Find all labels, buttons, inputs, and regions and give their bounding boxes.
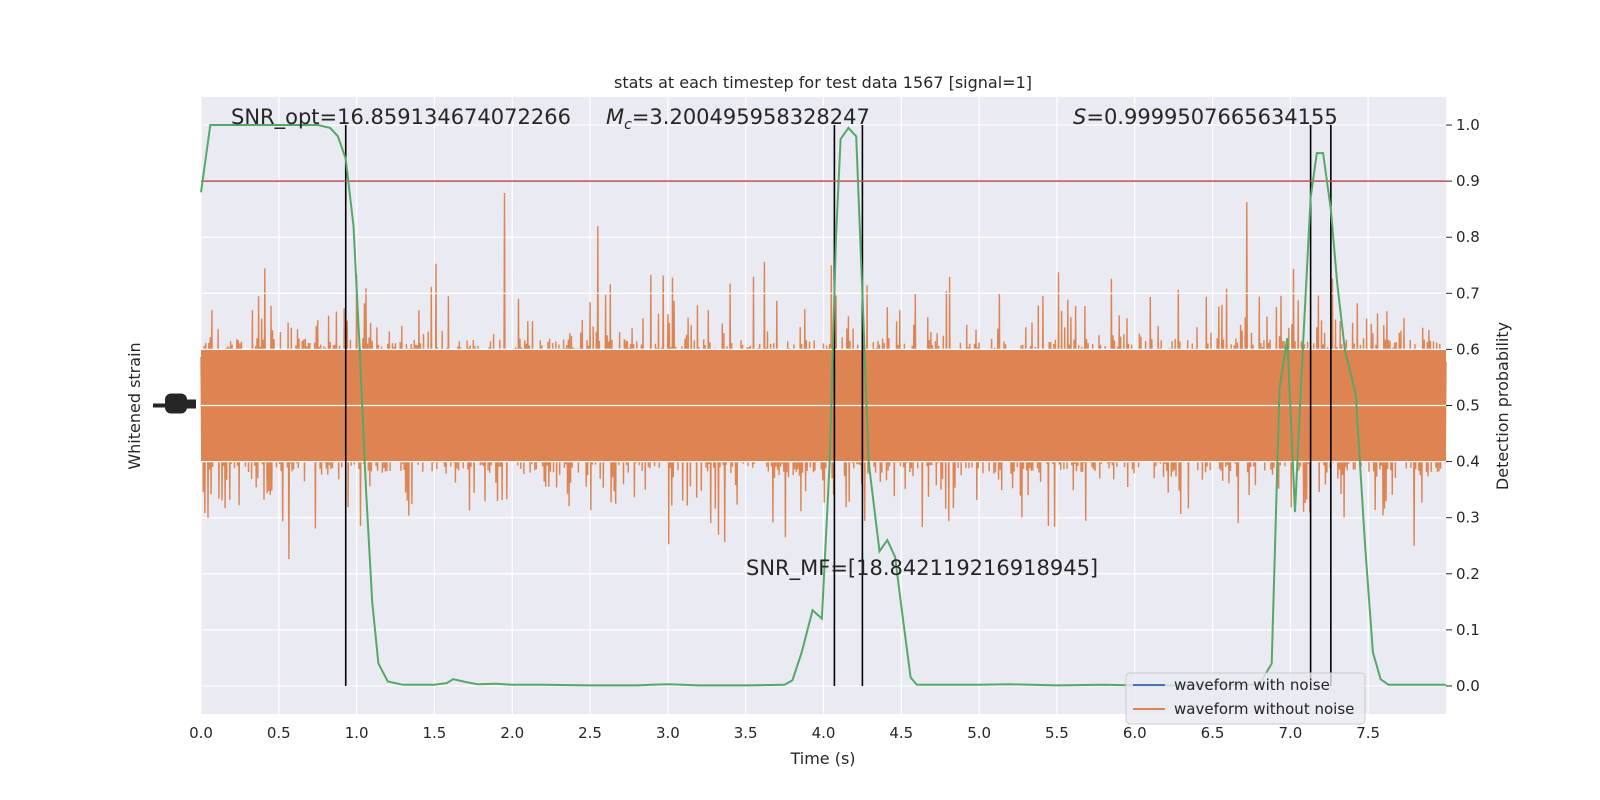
y-right-tick-label: 0.2 — [1456, 565, 1480, 583]
snr-mf-annotation: SNR_MF=[18.842119216918945] — [746, 556, 1098, 581]
x-tick-label: 6.5 — [1201, 724, 1225, 742]
strain-series — [200, 192, 1447, 560]
y-right-tick-label: 0.9 — [1456, 172, 1480, 190]
x-tick-label: 7.5 — [1356, 724, 1380, 742]
chirp-mass-value: =3.200495958328247 — [632, 105, 870, 129]
x-tick-label: 7.0 — [1278, 724, 1302, 742]
legend-label-with-noise: waveform with noise — [1174, 676, 1330, 694]
left-tick-mark — [165, 393, 187, 414]
chirp-mass-subscript: c — [624, 117, 632, 133]
y-right-tick-label: 0.4 — [1456, 453, 1480, 471]
y-right-tick-label: 0.8 — [1456, 228, 1480, 246]
legend: waveform with noise waveform without noi… — [1125, 672, 1366, 725]
x-tick-label: 0.0 — [189, 724, 213, 742]
y-axis-right-label: Detection probability — [1493, 322, 1512, 490]
x-tick-label: 3.0 — [656, 724, 680, 742]
x-tick-labels: 0.0 0.5 1.0 1.5 2.0 2.5 3.0 3.5 4.0 4.5 5.0 5.5 6.0 6… — [189, 724, 1380, 742]
x-tick-label: 1.0 — [345, 724, 369, 742]
x-tick-label: 5.5 — [1045, 724, 1069, 742]
y-right-tick-labels: 0.0 0.1 0.2 0.3 0.4 0.5 0.6 0.7 0.8 0.9 1.0 — [1446, 116, 1480, 695]
y-axis-left-label: Whitened strain — [125, 342, 144, 469]
x-tick-label: 5.0 — [967, 724, 991, 742]
y-right-tick-label: 0.5 — [1456, 397, 1480, 415]
s-annotation: S=0.9999507665634155 — [1073, 105, 1338, 129]
y-right-tick-label: 0.7 — [1456, 284, 1480, 302]
left-tick-mark — [186, 399, 196, 409]
x-tick-label: 2.5 — [578, 724, 602, 742]
legend-box — [1125, 672, 1366, 725]
y-right-tick-label: 0.3 — [1456, 509, 1480, 527]
detection-probability-line — [200, 124, 1446, 687]
snr-opt-annotation: SNR_opt=16.859134674072266 — [231, 105, 571, 130]
s-value: =0.9999507665634155 — [1086, 105, 1337, 129]
x-tick-label: 3.5 — [734, 724, 758, 742]
x-tick-label: 0.5 — [267, 724, 291, 742]
x-tick-label: 6.0 — [1123, 724, 1147, 742]
y-right-tick-label: 1.0 — [1456, 116, 1480, 134]
chirp-mass-symbol: M — [606, 105, 624, 129]
left-axis-ticks — [153, 393, 196, 414]
legend-label-without-noise: waveform without noise — [1174, 700, 1354, 718]
s-symbol: S — [1073, 105, 1086, 129]
x-tick-label: 1.5 — [423, 724, 447, 742]
y-right-tick-label: 0.1 — [1456, 621, 1480, 639]
x-tick-label: 2.0 — [500, 724, 524, 742]
x-tick-label: 4.0 — [812, 724, 836, 742]
y-right-tick-label: 0.0 — [1456, 677, 1480, 695]
x-axis-label: Time (s) — [789, 749, 855, 768]
chirp-mass-annotation: Mc=3.200495958328247 — [606, 105, 870, 133]
y-right-tick-label: 0.6 — [1456, 340, 1480, 358]
chart-title: stats at each timestep for test data 156… — [614, 73, 1032, 92]
x-tick-label: 4.5 — [889, 724, 913, 742]
